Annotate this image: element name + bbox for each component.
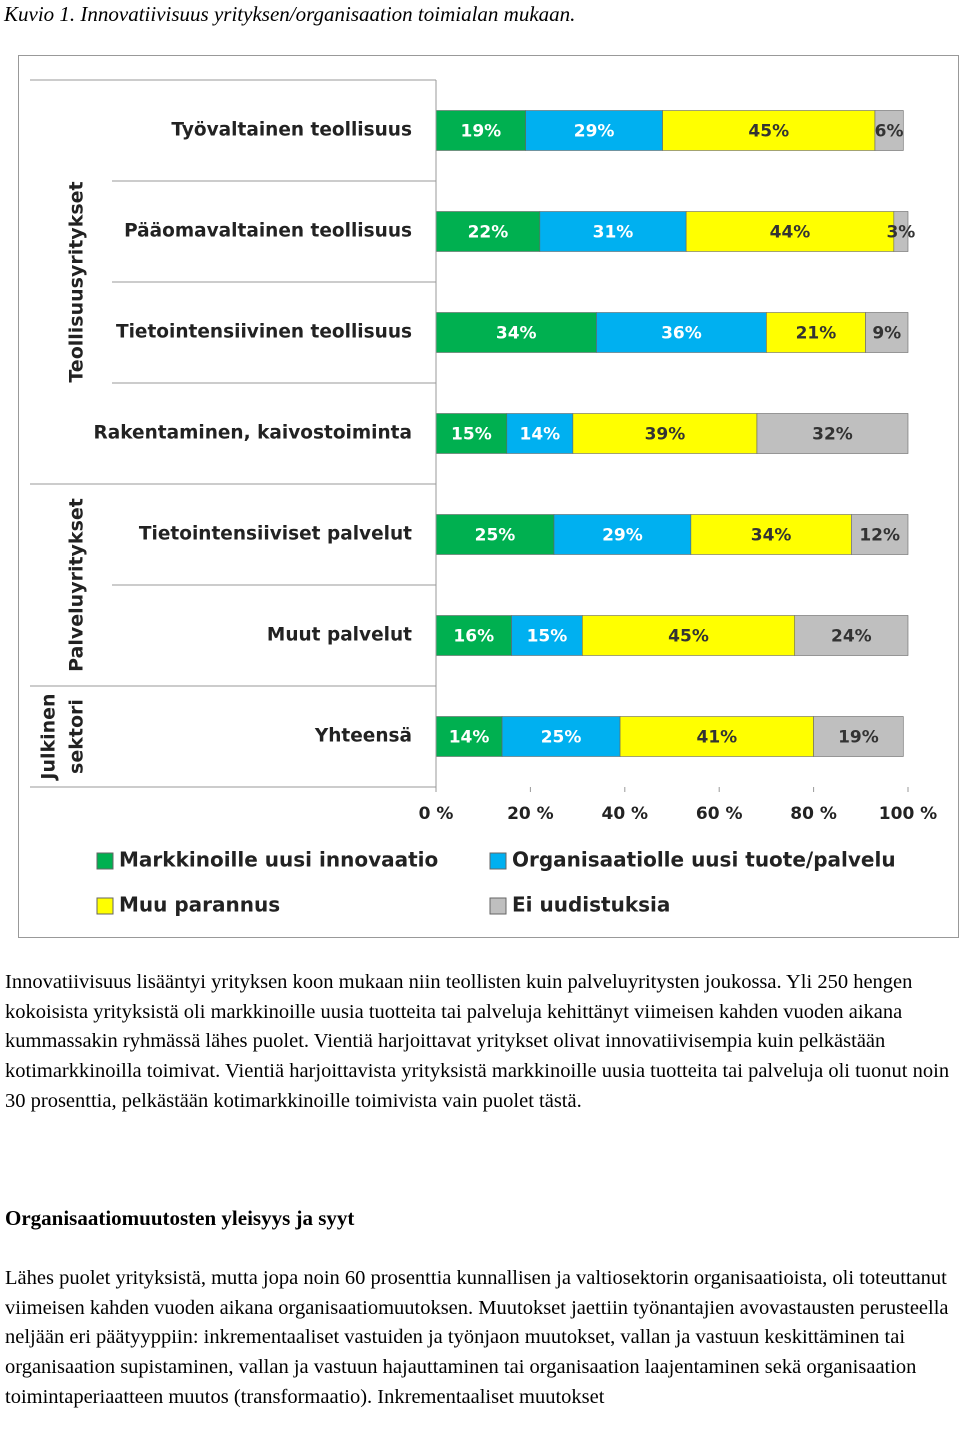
group-label: Teollisuusyritykset	[66, 181, 88, 382]
value-label: 14%	[519, 425, 560, 445]
bar-segment	[525, 110, 663, 151]
bar-segment	[435, 110, 526, 151]
value-label: 3%	[886, 223, 915, 243]
group-label: sektori	[66, 699, 88, 774]
value-label: 39%	[645, 425, 686, 445]
legend-swatch	[96, 852, 114, 870]
x-tick-label: 60 %	[696, 804, 743, 824]
value-label: 15%	[527, 627, 568, 647]
bar-segment	[506, 413, 574, 454]
bar-segment	[511, 615, 583, 656]
x-tick-label: 0 %	[419, 804, 454, 824]
bar-segment	[874, 110, 904, 151]
bar-segment	[813, 716, 904, 757]
bar-segment	[435, 615, 512, 656]
value-label: 41%	[696, 728, 737, 748]
value-label: 32%	[812, 425, 853, 445]
group-label: Palveluyritykset	[66, 498, 88, 672]
bar-segment	[662, 110, 876, 151]
value-label: 34%	[496, 324, 537, 344]
group-label: Julkinen	[38, 693, 60, 781]
paragraph: Lähes puolet yrityksistä, mutta jopa noi…	[5, 1267, 949, 1408]
value-label: 21%	[796, 324, 837, 344]
category-label: Yhteensä	[314, 726, 412, 747]
value-label: 45%	[668, 627, 709, 647]
category-label: Rakentaminen, kaivostoiminta	[94, 423, 412, 444]
bar-segment	[435, 413, 508, 454]
value-label: 24%	[831, 627, 872, 647]
bar-segment	[435, 716, 503, 757]
x-tick-label: 40 %	[601, 804, 648, 824]
legend-swatch	[489, 897, 507, 915]
value-label: 29%	[574, 122, 615, 142]
category-label: Pääomavaltainen teollisuus	[124, 221, 412, 242]
section-heading: Organisaatiomuutosten yleisyys ja syyt	[5, 1206, 355, 1230]
value-label: 14%	[449, 728, 490, 748]
value-label: 16%	[453, 627, 494, 647]
value-label: 45%	[748, 122, 789, 142]
legend-label: Ei uudistuksia	[512, 893, 670, 917]
x-tick-label: 20 %	[507, 804, 554, 824]
value-label: 6%	[875, 122, 904, 142]
legend-swatch	[489, 852, 507, 870]
value-label: 12%	[859, 526, 900, 546]
value-label: 31%	[593, 223, 634, 243]
x-tick-label: 80 %	[790, 804, 837, 824]
paragraph: Innovatiivisuus lisääntyi yrityksen koon…	[5, 971, 950, 1112]
value-label: 29%	[602, 526, 643, 546]
legend-label: Muu parannus	[119, 893, 280, 917]
bar-segment	[794, 615, 909, 656]
value-label: 15%	[451, 425, 492, 445]
category-label: Muut palvelut	[267, 625, 412, 646]
bar-segment	[690, 514, 852, 555]
bar-segment	[572, 413, 758, 454]
bar-segment	[435, 211, 541, 252]
value-label: 19%	[460, 122, 501, 142]
bar-segment	[893, 211, 909, 252]
category-label: Tietointensiivinen teollisuus	[116, 322, 412, 343]
figure-caption: Kuvio 1. Innovatiivisuus yrityksen/organ…	[4, 2, 576, 26]
bar-segment	[851, 514, 909, 555]
legend-label: Markkinoille uusi innovaatio	[119, 848, 438, 872]
legend-swatch	[96, 897, 114, 915]
chart: Työvaltainen teollisuus 19% 29% 45% 6% Pääoma…	[18, 55, 959, 938]
bar-segment	[865, 312, 909, 353]
bar-segment	[539, 211, 687, 252]
value-label: 25%	[541, 728, 582, 748]
category-label: Tietointensiiviset palvelut	[139, 524, 412, 545]
chart-frame	[18, 55, 959, 938]
bar-segment	[756, 413, 909, 454]
value-label: 44%	[770, 223, 811, 243]
bar-segment	[766, 312, 866, 353]
bar-segment	[596, 312, 767, 353]
value-label: 19%	[838, 728, 879, 748]
value-label: 34%	[751, 526, 792, 546]
value-label: 22%	[468, 223, 509, 243]
category-label: Työvaltainen teollisuus	[171, 120, 412, 141]
legend-label: Organisaatiolle uusi tuote/palvelu	[512, 848, 896, 872]
x-tick-label: 100 %	[879, 804, 937, 824]
bar-segment	[501, 716, 621, 757]
value-label: 25%	[475, 526, 516, 546]
bar-segment	[553, 514, 692, 555]
value-label: 9%	[872, 324, 901, 344]
bar-segment	[582, 615, 796, 656]
value-label: 36%	[661, 324, 702, 344]
